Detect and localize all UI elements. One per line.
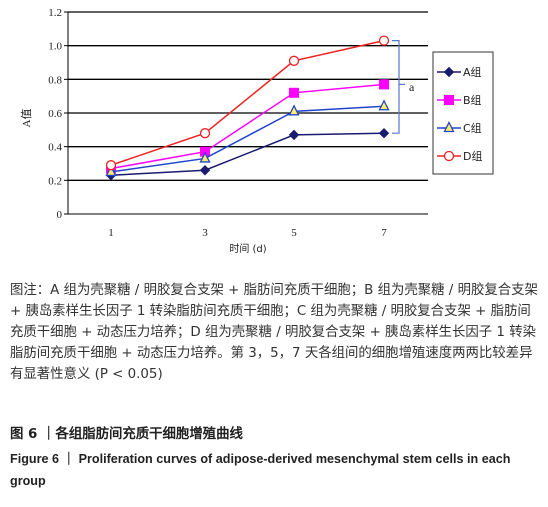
series-3 — [105, 99, 390, 177]
legend-swatch-marker — [443, 66, 455, 78]
y-tick-label: 0.6 — [48, 108, 62, 120]
data-point — [199, 165, 211, 176]
series-line — [110, 105, 385, 173]
x-tick-label: 5 — [291, 227, 297, 239]
chart-axes — [64, 11, 428, 215]
bracket-line — [392, 40, 405, 134]
data-point — [105, 164, 117, 177]
x-tick-label: 3 — [202, 227, 208, 239]
data-point — [288, 104, 300, 116]
proliferation-line-chart: 0 0.2 0.4 0.6 0.8 1.0 1.2 1 3 5 7 A值 时间 (d) a A组 B… — [20, 7, 494, 255]
chart-legend: A组 B组 C组 D组 — [432, 51, 494, 175]
legend-label: B组 — [463, 93, 482, 107]
series-line — [110, 39, 385, 166]
data-point — [105, 160, 117, 171]
data-point — [199, 151, 211, 163]
chart-gridlines — [68, 11, 428, 181]
figure-note: 图注：A 组为壳聚糖 / 明胶复合支架 + 脂肪间充质干细胞；B 组为壳聚糖 /… — [10, 283, 538, 382]
y-axis-label: A值 — [20, 109, 33, 128]
data-point — [288, 129, 300, 141]
y-tick-label: 0.2 — [48, 175, 62, 187]
legend-label: C组 — [463, 121, 482, 135]
y-tick-label: 0.8 — [48, 74, 62, 86]
data-point — [378, 35, 390, 46]
significance-annotation: a — [409, 80, 415, 94]
data-point — [378, 99, 390, 111]
data-point — [289, 87, 299, 98]
legend-label: D组 — [463, 149, 482, 163]
data-point — [199, 128, 211, 139]
y-tick-label: 1.0 — [48, 41, 62, 53]
y-tick-label: 0.4 — [48, 142, 62, 154]
legend-label: A组 — [463, 65, 482, 79]
y-tick-label: 0 — [57, 209, 63, 221]
x-axis-tick-labels: 1 3 5 7 — [108, 227, 387, 239]
x-tick-label: 7 — [381, 227, 387, 239]
series-4 — [105, 35, 390, 171]
data-point — [379, 79, 389, 90]
data-point — [378, 127, 390, 139]
series-line — [110, 132, 385, 177]
y-axis-tick-labels: 0 0.2 0.4 0.6 0.8 1.0 1.2 — [48, 7, 62, 221]
legend-frame — [432, 51, 494, 175]
legend-swatch-marker — [443, 121, 455, 133]
series-line — [110, 83, 385, 170]
x-tick-label: 1 — [108, 227, 114, 239]
chart-series — [105, 35, 390, 181]
legend-swatch-marker — [444, 95, 454, 105]
x-axis-label: 时间 (d) — [229, 242, 266, 255]
legend-swatch-marker — [443, 150, 455, 162]
series-2 — [106, 79, 389, 174]
significance-bracket — [392, 40, 405, 134]
figure-title-english: Figure 6 ｜ Proliferation curves of adipo… — [10, 452, 511, 488]
data-point — [288, 55, 300, 66]
figure-title-chinese: 图 6 ｜各组脂肪间充质干细胞增殖曲线 — [10, 427, 243, 442]
y-tick-label: 1.2 — [48, 7, 62, 19]
